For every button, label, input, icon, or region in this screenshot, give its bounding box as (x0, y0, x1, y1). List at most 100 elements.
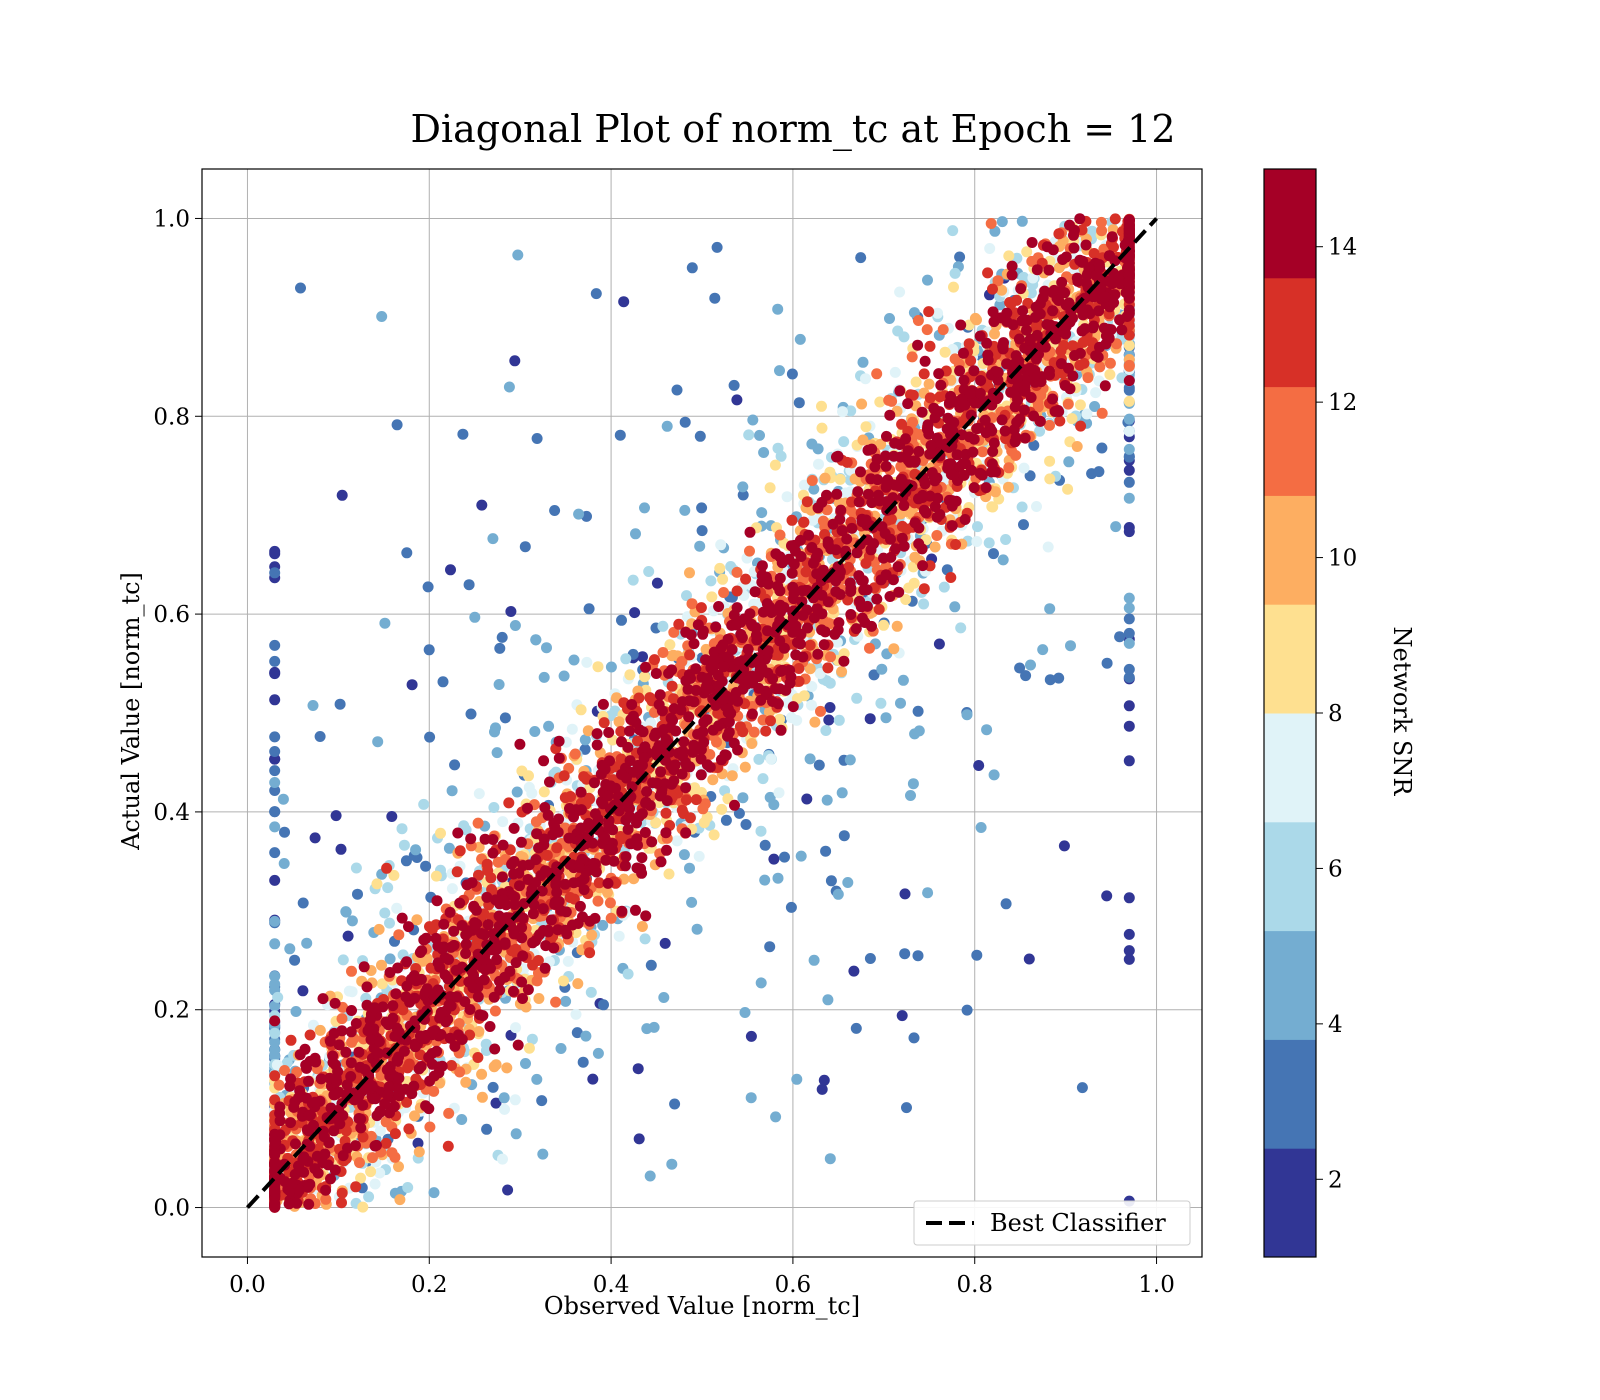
scatter-point (301, 937, 313, 949)
scatter-point (566, 723, 578, 735)
scatter-point (627, 574, 639, 586)
scatter-point (1123, 602, 1135, 614)
scatter-point (620, 653, 632, 665)
scatter-point (498, 1092, 510, 1104)
scatter-point (369, 1178, 381, 1190)
scatter-point (1074, 399, 1086, 411)
scatter-point (694, 540, 706, 552)
scatter-point (898, 331, 910, 343)
scatter-point (686, 896, 698, 908)
scatter-point (822, 994, 834, 1006)
scatter-point (933, 368, 945, 380)
scatter-point (269, 777, 281, 788)
scatter-point (320, 1193, 332, 1205)
scatter-point (971, 949, 983, 961)
scatter-point (902, 398, 914, 410)
scatter-point (785, 901, 797, 913)
scatter-point (583, 603, 595, 615)
scatter-point (1093, 466, 1105, 478)
scatter-point (985, 218, 997, 229)
scatter-point (269, 821, 281, 833)
scatter-point (691, 923, 703, 935)
scatter-point (1026, 237, 1038, 248)
scatter-point (889, 366, 901, 378)
scatter-point (402, 1182, 414, 1193)
scatter-point (666, 1158, 678, 1170)
scatter-point (409, 1110, 420, 1122)
scatter-point (496, 631, 508, 643)
scatter-point (336, 1187, 348, 1199)
scatter-point (838, 655, 850, 667)
scatter-point (487, 533, 499, 545)
scatter-point (1062, 483, 1074, 495)
scatter-point (460, 938, 472, 950)
scatter-point (986, 501, 998, 513)
scatter-point (269, 1036, 281, 1048)
scatter-point (531, 1073, 543, 1085)
scatter-point (457, 428, 469, 440)
scatter-point (905, 790, 916, 801)
scatter-point (902, 445, 914, 457)
scatter-point (774, 713, 786, 725)
scatter-point (824, 1153, 836, 1165)
scatter-point (401, 1096, 413, 1108)
scatter-point (764, 941, 776, 953)
scatter-point (845, 405, 857, 417)
scatter-point (584, 947, 596, 959)
scatter-point (424, 1121, 436, 1133)
scatter-point (289, 954, 301, 966)
scatter-point (511, 786, 523, 798)
scatter-point (733, 807, 745, 819)
scatter-point (1096, 442, 1108, 454)
scatter-point (695, 602, 707, 614)
scatter-point (864, 953, 876, 964)
scatter-point (1089, 401, 1101, 412)
scatter-point (1023, 953, 1035, 965)
scatter-point (984, 243, 996, 254)
scatter-point (644, 1170, 656, 1182)
scatter-point (1075, 420, 1087, 432)
scatter-point (816, 400, 827, 412)
scatter-point (1067, 340, 1079, 352)
scatter-point (1055, 345, 1067, 357)
scatter-point (955, 622, 967, 634)
scatter-point (907, 778, 919, 790)
scatter-point (350, 1181, 362, 1193)
scatter-point (1068, 242, 1080, 254)
scatter-point (269, 1070, 281, 1082)
scatter-point (597, 919, 609, 931)
scatter-point (277, 793, 289, 805)
scatter-point (949, 601, 961, 613)
scatter-point (800, 566, 812, 578)
scatter-point (437, 676, 449, 688)
scatter-point (753, 753, 765, 765)
scatter-point (717, 573, 729, 585)
scatter-point (1096, 225, 1108, 237)
scatter-point (743, 429, 755, 441)
scatter-point (769, 459, 781, 471)
scatter-point (391, 902, 403, 914)
scatter-point (537, 1148, 549, 1160)
scatter-point (577, 1056, 589, 1068)
scatter-point (679, 416, 691, 428)
scatter-point (1063, 456, 1075, 468)
scatter-point (888, 643, 900, 655)
scatter-point (530, 816, 542, 828)
scatter-point (564, 892, 576, 903)
scatter-point (757, 773, 769, 785)
scatter-point (487, 1081, 499, 1093)
scatter-point (681, 590, 692, 602)
scatter-point (846, 496, 857, 508)
scatter-point (657, 647, 669, 658)
scatter-point (661, 420, 673, 432)
scatter-point (983, 537, 995, 549)
scatter-point (876, 663, 888, 675)
scatter-point (861, 600, 873, 612)
scatter-point (884, 409, 896, 421)
scatter-point (745, 1092, 757, 1104)
scatter-point (499, 1103, 510, 1115)
scatter-point (336, 1197, 347, 1209)
scatter-point (812, 443, 824, 455)
scatter-point (860, 557, 872, 569)
scatter-point (1071, 441, 1083, 452)
